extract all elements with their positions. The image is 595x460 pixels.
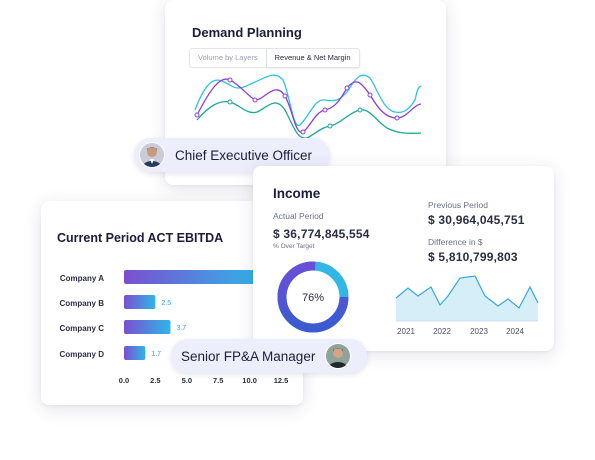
demand-point [282, 93, 288, 99]
ebitda-tick-label: 0.0 [119, 376, 129, 385]
ebitda-bar [124, 295, 156, 309]
donut-value-arc [277, 261, 349, 333]
ebitda-bar [124, 320, 171, 334]
ceo-avatar [139, 142, 165, 168]
demand-point [344, 85, 350, 91]
ebitda-bar [124, 346, 146, 360]
demand-point [227, 99, 233, 105]
ebitda-tick-label: 10.0 [242, 376, 257, 385]
actual-period-value: $ 36,774,845,554 [273, 227, 370, 241]
donut-chart [277, 261, 349, 333]
fpa-manager-avatar [325, 343, 352, 369]
income-graphics: 76% 2021 2022 2023 2024 [277, 261, 539, 336]
ebitda-tick-label: 5.0 [182, 376, 192, 385]
demand-series-purple [196, 78, 422, 133]
income-area-fill [396, 276, 538, 321]
ebitda-tick-label: 2.5 [150, 376, 160, 385]
tab-revenue-net-margin[interactable]: Revenue & Net Margin [266, 48, 360, 68]
ebitda-category-label: Company A [60, 274, 104, 283]
ebitda-value-label: 1.7 [151, 351, 161, 358]
previous-period-label: Previous Period [428, 200, 489, 210]
fpa-manager-title: Senior FP&A Manager [181, 348, 316, 364]
demand-point [367, 92, 373, 98]
actual-period-label: Actual Period [273, 211, 324, 221]
fpa-manager-pill[interactable]: Senior FP&A Manager [171, 339, 367, 373]
income-title: Income [273, 186, 321, 201]
over-target-label: % Over Target [273, 243, 315, 250]
ebitda-tick-label: 7.5 [213, 376, 223, 385]
donut-percent-label: 76% [302, 292, 324, 304]
ceo-pill[interactable]: Chief Executive Officer [134, 138, 330, 172]
demand-planning-title: Demand Planning [192, 25, 302, 40]
ebitda-bar-chart: Company A Company B 2.5 Company C 3.7 Company… [60, 270, 289, 385]
demand-point [194, 112, 200, 118]
income-card: Income Actual Period $ 36,774,845,554 % … [253, 166, 554, 351]
income-area-line [395, 275, 539, 309]
ceo-title: Chief Executive Officer [175, 147, 313, 163]
year-label: 2024 [506, 327, 524, 336]
difference-value: $ 5,810,799,803 [428, 250, 518, 264]
previous-period-value: $ 30,964,045,751 [428, 213, 525, 227]
year-label: 2021 [397, 327, 415, 336]
ebitda-tick-label: 12.5 [274, 376, 289, 385]
demand-tabs: Volume by Layers Revenue & Net Margin [189, 48, 360, 68]
ebitda-title: Current Period ACT EBITDA [57, 231, 224, 245]
demand-point [394, 115, 400, 121]
demand-point [327, 123, 333, 129]
tab-volume-by-layers[interactable]: Volume by Layers [189, 48, 267, 68]
demand-series-cyan [194, 74, 422, 126]
ebitda-bar [124, 270, 263, 284]
demand-point [300, 129, 306, 135]
demand-point [252, 97, 258, 103]
ebitda-category-label: Company D [60, 350, 105, 359]
year-label: 2022 [433, 327, 451, 336]
demand-point [357, 107, 363, 113]
difference-label: Difference in $ [428, 237, 483, 247]
ebitda-value-label: 2.5 [161, 300, 171, 307]
demand-point [322, 107, 328, 113]
ebitda-category-label: Company C [60, 324, 105, 333]
year-label: 2023 [470, 327, 488, 336]
demand-point [227, 77, 233, 83]
ebitda-value-label: 3.7 [176, 325, 186, 332]
ebitda-category-label: Company B [60, 299, 105, 308]
